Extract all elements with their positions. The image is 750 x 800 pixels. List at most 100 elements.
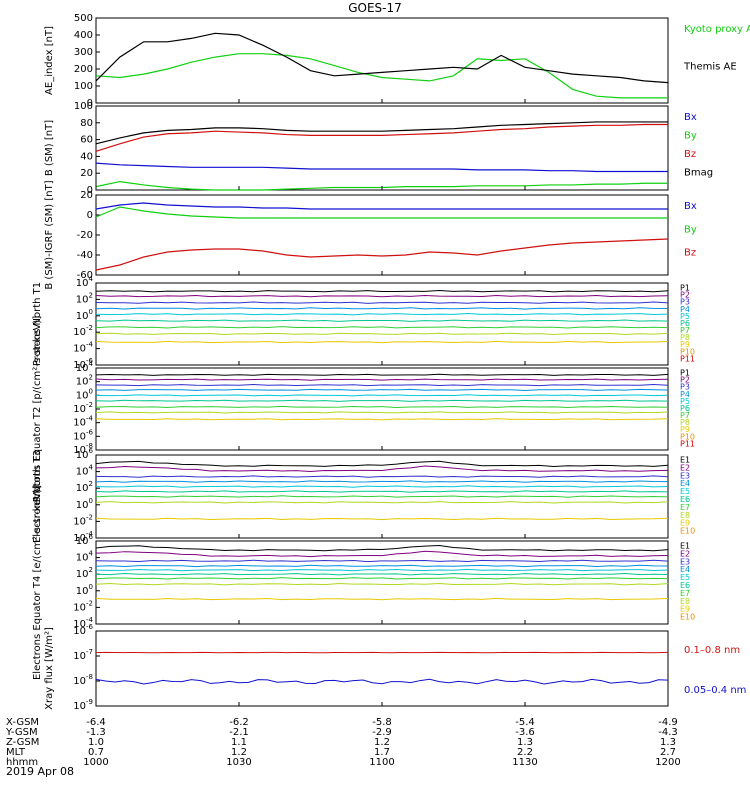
channel-label: E4 [680,565,690,574]
legend-label: Kyoto proxy AE [684,24,750,35]
channel-label: P9 [680,425,690,434]
x-axis-row-value: 2.7 [660,747,676,758]
y-tick-label: 60 [80,135,93,146]
x-axis-row-label: Z-GSM [6,737,39,748]
x-axis-row-value: -2.1 [229,727,249,738]
y-tick-label: 10-8 [73,673,93,687]
channel-line-e3 [95,559,669,563]
channel-label: E8 [680,597,690,606]
channel-line-e1 [95,460,669,467]
legend-label: Bx [684,112,697,123]
channel-line-p9 [95,418,669,421]
series-line-bz [95,238,669,271]
x-axis-row-value: 1.2 [374,737,390,748]
channel-label: E1 [680,542,690,551]
y-tick-label: 200 [74,64,93,75]
legend-label: Themis AE [683,62,737,73]
channel-label: E1 [680,456,690,465]
x-axis-row-value: -6.4 [86,717,106,728]
channel-line-p9 [95,340,669,344]
x-axis-row-value: 2.2 [517,747,533,758]
legend-label: Bz [684,248,696,259]
channel-label: E7 [680,503,690,512]
y-tick-label: 102 [76,566,93,580]
channel-line-p3 [95,301,669,304]
channel-label: P10 [680,432,695,441]
y-tick-label: 0 [87,98,93,109]
channel-line-e3 [95,475,669,478]
channel-label: P7 [680,411,690,420]
channel-label: E9 [680,519,690,528]
legend-label: By [684,224,697,235]
y-tick-label: 10-9 [73,698,93,712]
x-axis-row-value: -2.9 [372,727,392,738]
y-tick-label: 40 [80,151,93,162]
channel-line-e4 [95,480,669,483]
y-tick-label: 104 [76,275,94,289]
channel-line-e4 [95,564,669,568]
y-axis-label: B (SM)-IGRF (SM) [nT] [44,180,55,289]
channel-label: E4 [680,479,690,488]
channel-line-p8 [95,411,669,414]
channel-label: E5 [680,573,690,582]
y-tick-label: 10-2 [73,401,93,415]
channel-label: P6 [680,319,690,328]
channel-label: E8 [680,511,690,520]
y-tick-label: 80 [80,118,93,129]
panel-8: 10-9 10-8 10-7 10-6 Xray flux [W/m²] 0.1–0.8 … [44,623,746,712]
x-axis-row-value: 1.7 [374,747,390,758]
y-tick-label: 10-7 [73,648,93,662]
x-axis-row-value: -6.2 [229,717,249,728]
channel-label: E10 [680,613,695,622]
y-tick-label: 10-2 [73,324,93,338]
panel-frame [95,282,669,366]
y-tick-label: 106 [76,447,94,461]
xray-line [95,678,669,685]
y-axis-label: Protons North T1 [32,282,43,366]
channel-label: P2 [680,291,690,300]
channel-label: P11 [680,354,695,363]
channel-label: P5 [680,397,690,406]
panel-2: 0 20 40 60 80 100 B (SM) [nT] Bx By Bz Bmag [44,101,713,196]
series-line-by [95,206,668,219]
x-axis-row-label: X-GSM [6,717,39,728]
channel-label: P8 [680,418,690,427]
x-axis-row-value: 1200 [655,757,680,768]
y-tick-label: 10-4 [73,415,93,429]
channel-line-e5 [95,485,669,488]
x-axis-row-value: 1.0 [88,737,104,748]
x-axis-row-label: hhmm [6,757,38,768]
y-tick-label: -20 [77,230,93,241]
y-tick-label: 106 [76,533,94,547]
channel-line-p4 [95,388,669,391]
legend-label: Bx [684,201,697,212]
y-tick-label: 400 [74,30,93,41]
y-tick-label: 10-6 [73,623,93,637]
x-axis-row-value: 0.7 [88,747,104,758]
y-axis-label: Xray flux [W/m²] [44,627,55,710]
channel-line-p3 [95,383,669,387]
channel-line-e8 [95,582,669,586]
channel-label: P3 [680,383,690,392]
channel-label: P4 [680,390,690,399]
channel-line-e6 [95,490,669,493]
x-axis-group: X-GSM -6.4 -6.2 -5.8 -5.4 -4.9 Y-GSM -1.3 -2.1 -2… [5,99,681,768]
series-line-themis-ae [95,32,669,84]
channel-line-p7 [95,405,669,409]
series-line-bx [95,202,668,210]
series-line-bz [95,123,668,152]
y-axis-label: Electrons North T3 [32,450,43,543]
y-tick-label: 104 [76,360,94,374]
y-axis-label: Protons Equator T2 [p/(cm²-s-sr-keV)] [32,316,43,503]
channel-line-p5 [95,394,669,397]
channel-line-e8 [95,501,669,504]
channel-line-p6 [95,319,669,322]
channel-line-p5 [95,312,669,316]
channel-line-p7 [95,326,669,329]
y-tick-label: 20 [80,168,93,179]
panel-frame [95,17,669,104]
channel-label: E3 [680,471,690,480]
